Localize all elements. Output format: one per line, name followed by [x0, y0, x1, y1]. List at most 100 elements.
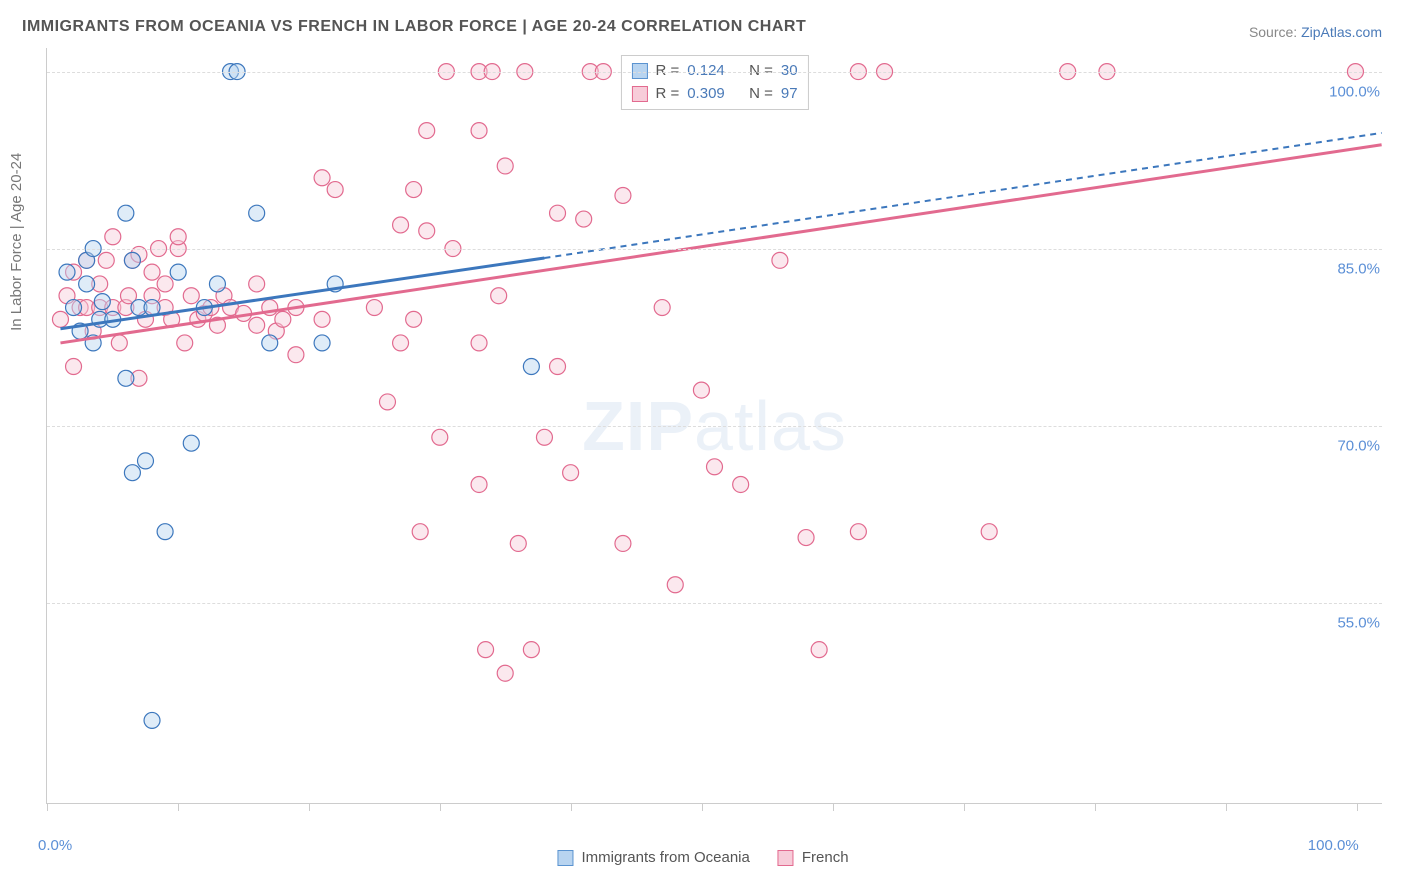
data-point — [497, 158, 513, 174]
y-gridline — [47, 72, 1382, 73]
data-point — [772, 252, 788, 268]
legend-label-series1: Immigrants from Oceania — [581, 849, 749, 866]
y-tick-label: 70.0% — [1333, 438, 1384, 455]
bottom-legend: Immigrants from Oceania French — [557, 849, 848, 866]
data-point — [249, 317, 265, 333]
n-label: N = — [749, 83, 773, 106]
data-point — [393, 335, 409, 351]
data-point — [209, 276, 225, 292]
data-point — [811, 642, 827, 658]
y-tick-label: 55.0% — [1333, 615, 1384, 632]
data-point — [177, 335, 193, 351]
r-label: R = — [655, 83, 679, 106]
data-point — [314, 335, 330, 351]
data-point — [536, 429, 552, 445]
data-point — [615, 535, 631, 551]
data-point — [314, 311, 330, 327]
data-point — [79, 276, 95, 292]
data-point — [170, 229, 186, 245]
data-point — [157, 276, 173, 292]
y-tick-label: 85.0% — [1333, 260, 1384, 277]
data-point — [249, 205, 265, 221]
trend-line — [60, 145, 1381, 343]
legend-item-series1: Immigrants from Oceania — [557, 849, 749, 866]
swatch-series2 — [631, 86, 647, 102]
data-point — [327, 182, 343, 198]
data-point — [419, 123, 435, 139]
data-point — [550, 359, 566, 375]
x-tick — [440, 803, 441, 811]
data-point — [491, 288, 507, 304]
x-tick — [833, 803, 834, 811]
data-point — [615, 187, 631, 203]
data-point — [419, 223, 435, 239]
data-point — [693, 382, 709, 398]
x-tick-label: 100.0% — [1308, 837, 1359, 854]
x-tick — [571, 803, 572, 811]
x-tick — [178, 803, 179, 811]
chart-title: IMMIGRANTS FROM OCEANIA VS FRENCH IN LAB… — [22, 18, 806, 36]
data-point — [157, 524, 173, 540]
data-point — [124, 465, 140, 481]
data-point — [124, 252, 140, 268]
y-gridline — [47, 603, 1382, 604]
data-point — [183, 435, 199, 451]
data-point — [393, 217, 409, 233]
data-point — [667, 577, 683, 593]
data-point — [406, 182, 422, 198]
x-tick — [309, 803, 310, 811]
legend-swatch-series1 — [557, 850, 573, 866]
data-point — [379, 394, 395, 410]
data-point — [471, 123, 487, 139]
y-tick-label: 100.0% — [1325, 83, 1384, 100]
data-point — [981, 524, 997, 540]
data-point — [314, 170, 330, 186]
data-point — [275, 311, 291, 327]
legend-item-series2: French — [778, 849, 849, 866]
y-gridline — [47, 426, 1382, 427]
n-value-series2: 97 — [781, 83, 798, 106]
data-point — [105, 229, 121, 245]
data-point — [94, 294, 110, 310]
data-point — [707, 459, 723, 475]
x-tick — [47, 803, 48, 811]
data-point — [576, 211, 592, 227]
y-gridline — [47, 249, 1382, 250]
trend-line — [544, 133, 1381, 258]
x-tick — [1095, 803, 1096, 811]
data-point — [288, 347, 304, 363]
data-point — [52, 311, 68, 327]
plot-area: ZIPatlas R = 0.124 N = 30 R = 0.309 N = … — [46, 48, 1382, 804]
data-point — [850, 524, 866, 540]
data-point — [412, 524, 428, 540]
data-point — [471, 335, 487, 351]
data-point — [98, 252, 114, 268]
data-point — [563, 465, 579, 481]
x-tick — [1357, 803, 1358, 811]
data-point — [432, 429, 448, 445]
data-point — [118, 205, 134, 221]
data-point — [66, 359, 82, 375]
data-point — [183, 288, 199, 304]
data-point — [170, 264, 186, 280]
data-point — [523, 642, 539, 658]
x-tick — [1226, 803, 1227, 811]
data-point — [550, 205, 566, 221]
data-point — [144, 264, 160, 280]
x-tick — [964, 803, 965, 811]
data-point — [66, 300, 82, 316]
data-point — [111, 335, 127, 351]
data-point — [510, 535, 526, 551]
y-axis-title: In Labor Force | Age 20-24 — [8, 153, 25, 331]
source-label: Source: — [1249, 24, 1297, 40]
data-point — [59, 264, 75, 280]
data-point — [249, 276, 265, 292]
data-point — [523, 359, 539, 375]
r-value-series2: 0.309 — [687, 83, 725, 106]
data-point — [654, 300, 670, 316]
data-point — [366, 300, 382, 316]
data-point — [798, 530, 814, 546]
data-point — [497, 665, 513, 681]
data-point — [262, 335, 278, 351]
stats-row-series2: R = 0.309 N = 97 — [631, 83, 797, 106]
